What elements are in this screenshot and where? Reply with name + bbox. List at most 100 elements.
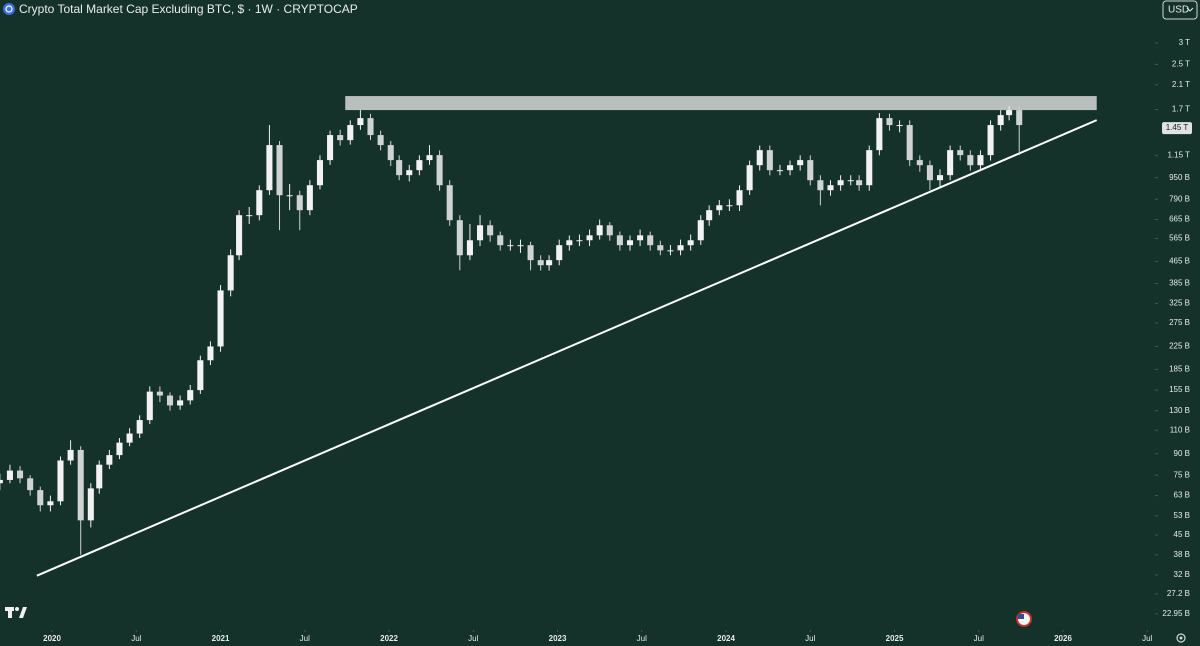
candle-body [1006,110,1013,116]
y-tick-label: 465 B [1169,257,1190,266]
x-tick-label: 2025 [886,634,904,643]
y-tick-label: 950 B [1169,173,1190,182]
candle-body [227,255,234,291]
candle-body [256,190,263,216]
candle-body [286,195,293,197]
candle-body [187,390,194,401]
candle-body [446,185,453,221]
currency-caret [1186,7,1194,12]
y-tick-label: 75 B [1174,470,1190,479]
candle-body [6,470,13,480]
x-tick-label: 2021 [212,634,230,643]
x-tick-label: Jul [637,634,647,643]
candle-body [837,180,844,186]
candle-body [847,180,854,182]
x-tick-label: Jul [1142,634,1152,643]
y-tick-label: 63 B [1174,491,1190,500]
candle-body [426,155,433,161]
candle-body [856,180,863,186]
candle-body [987,125,994,156]
y-tick-label: 790 B [1169,194,1190,203]
candle-body [396,160,403,176]
flag-icon [1016,611,1032,627]
candle-body [0,479,3,484]
candle-body [817,180,824,191]
candle-body [916,160,923,166]
candle-body [726,205,733,207]
candle-body [406,170,413,176]
candle-body [697,220,704,241]
candle-body [377,135,384,146]
x-tick-label: Jul [974,634,984,643]
candle-body [596,225,603,236]
candle-body [746,165,753,191]
candle-body [616,235,623,246]
candle-body [977,155,984,166]
candle-body [337,135,344,141]
candle-body [876,118,883,151]
candle-body [136,420,143,434]
candle-body [947,150,954,176]
resistance-zone [345,96,1097,111]
y-tick-label: 325 B [1169,298,1190,307]
candle-body [657,245,664,251]
candle-body [217,290,224,347]
currency-label[interactable]: USD [1168,5,1189,16]
last-price-tag [1162,122,1192,135]
x-tick-label: 2024 [717,634,735,643]
candle-body [556,245,563,261]
candle-body [626,240,634,246]
symbol-icon [3,3,15,15]
candle-body [166,395,174,406]
chart-title: Crypto Total Market Cap Excluding BTC, $… [19,2,358,16]
currency-button[interactable] [1162,0,1198,20]
candle-body [146,391,153,421]
candle-body [276,145,283,196]
candle-body [327,135,334,161]
y-tick-label: 3 T [1179,38,1191,47]
candle-body [456,220,463,256]
candle-body [207,346,214,361]
y-tick-label: 385 B [1169,279,1190,288]
candle-body [497,235,504,246]
symbol-icon-ring [5,5,13,13]
candle-body [197,360,204,391]
candle-body [546,260,553,266]
candle-body [116,442,123,456]
candle-body [797,160,804,166]
x-tick-label: 2023 [549,634,567,643]
candle-body [606,225,613,236]
candle-body [296,195,303,211]
trendline [36,119,1098,577]
candle-body [776,170,783,172]
settings-icon[interactable] [1176,633,1186,643]
candle-body [637,235,644,241]
x-tick-label: Jul [300,634,310,643]
candle-body [576,240,583,242]
x-tick-label: Jul [805,634,815,643]
x-tick-label: 2026 [1054,634,1072,643]
y-tick-label: 130 B [1169,406,1190,415]
x-tick-label: 2022 [380,634,398,643]
candle-body [87,488,94,521]
candle-body [367,118,374,136]
x-tick-label: 2020 [43,634,61,643]
y-tick-label: 2.1 T [1172,80,1190,89]
candle-body [57,460,64,502]
candle-body [27,478,34,491]
candle-body [156,391,163,396]
candle-body [47,501,54,506]
candle-body [906,125,913,161]
axes: 3 T 2.5 T 2.1 T 1.7 T 1.15 T 950 B 790 B 665 B 5… [43,38,1192,643]
y-tick-label: 22.95 B [1162,609,1190,618]
candle-body [17,470,24,479]
candle-body [246,215,253,217]
y-tick-label: 110 B [1170,425,1190,434]
y-tick-label: 665 B [1169,215,1190,224]
candle-body [667,250,674,252]
candle-body [957,150,964,156]
candle-body [787,165,794,171]
candle-body [647,235,654,246]
